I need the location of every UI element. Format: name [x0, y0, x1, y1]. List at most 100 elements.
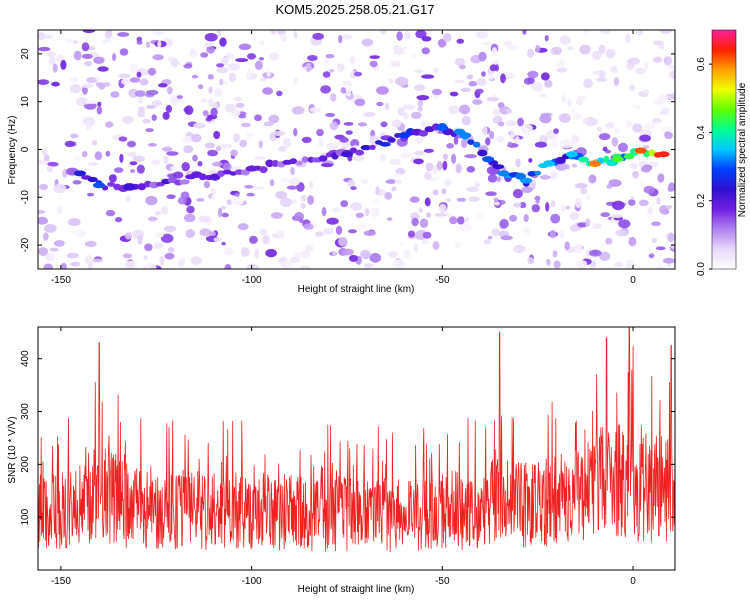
spectrogram-cell [520, 124, 533, 133]
spectrogram-cell [364, 263, 374, 268]
spectrogram-cell [596, 126, 603, 132]
spectrogram-cell [95, 82, 105, 87]
spectrogram-cell [577, 266, 587, 269]
spectrogram-cell [369, 252, 382, 263]
spectrogram-cell [663, 257, 675, 264]
spectrogram-cell [165, 104, 173, 113]
snr-x-axis-label: Height of straight line (km) [298, 584, 415, 595]
spectrogram-cell [376, 101, 384, 107]
spectrogram-x-tick-label: -50 [435, 275, 450, 286]
spectrogram-cell [474, 182, 481, 188]
spectrogram-cell [569, 212, 580, 221]
spectrogram-cell [130, 169, 136, 173]
spectrogram-cell [154, 232, 164, 238]
spectrogram-cell [166, 86, 173, 95]
spectrogram-cell [386, 217, 393, 221]
spectrogram-cell [332, 140, 343, 147]
snr-y-tick-label: 100 [20, 508, 31, 525]
spectrogram-cell [345, 87, 352, 97]
spectrogram-cell [213, 237, 222, 243]
spectrogram-cell [262, 234, 270, 245]
spectrogram-cell [339, 136, 349, 143]
spectrogram-cell [126, 151, 137, 157]
spectrogram-cell [200, 98, 209, 103]
spectrogram-cell [202, 110, 209, 117]
spectrogram-cell [203, 181, 210, 189]
spectrogram-cell [424, 197, 431, 207]
spectrogram-cell [522, 226, 532, 236]
spectrogram-cell [219, 37, 227, 47]
spectrogram-cell [458, 64, 466, 70]
spectrogram-cell [278, 261, 291, 266]
snr-panel: -150 -100 -50 0 100 200 300 400 Height of stra… [7, 326, 676, 595]
spectrogram-cell [550, 46, 563, 56]
spectrogram-cell [221, 205, 226, 210]
spectrogram-cell [60, 262, 67, 269]
spectrogram-cell [332, 251, 337, 256]
spectrogram-cell [475, 88, 484, 94]
spectrogram-cell [286, 185, 298, 190]
spectrogram-cell [436, 160, 443, 171]
spectrogram-cell [222, 162, 232, 171]
spectrogram-ridge-peak [398, 132, 411, 139]
spectrogram-ridge-cell [137, 183, 147, 191]
spectrogram-cell [512, 188, 523, 199]
spectrogram-cell [493, 197, 499, 202]
spectrogram-cell [625, 33, 631, 43]
spectrogram-cell [198, 84, 204, 90]
spectrogram-cell [276, 90, 283, 97]
spectrogram-cell [95, 75, 101, 82]
spectrogram-cell [84, 255, 93, 265]
spectrogram-cell [309, 107, 321, 113]
spectrogram-cell [403, 112, 409, 120]
spectrogram-cell [393, 48, 405, 56]
spectrogram-ridge-cell [555, 156, 566, 164]
spectrogram-cell [152, 54, 164, 61]
spectrogram-cell [143, 255, 148, 260]
spectrogram-cell [207, 149, 219, 157]
spectrogram-cell [556, 67, 568, 73]
spectrogram-cell [91, 140, 98, 146]
spectrogram-cell [266, 69, 271, 77]
spectrogram-cell [263, 121, 274, 127]
colorbar-label: Normalized spectral amplitude [737, 82, 748, 217]
spectrogram-cell [221, 241, 226, 246]
snr-x-tick-label: -50 [435, 576, 450, 587]
spectrogram-ridge-cell [387, 137, 396, 143]
spectrogram-cell [460, 223, 472, 232]
spectrogram-ridge-cell [87, 176, 98, 183]
spectrogram-ridge-cell [179, 179, 190, 185]
spectrogram-cell [576, 95, 588, 102]
spectrogram-cell [572, 113, 583, 121]
spectrogram-cell [166, 194, 176, 199]
spectrogram-cell [530, 82, 544, 92]
spectrogram-cell [127, 140, 136, 148]
spectrogram-cell [118, 136, 128, 142]
spectrogram-cell [639, 178, 645, 187]
spectrogram-cell [639, 134, 651, 142]
spectrogram-cell [441, 188, 447, 195]
spectrogram-ridge-cell [107, 181, 116, 187]
spectrogram-cell [431, 88, 443, 96]
snr-x-tick-label: -150 [51, 576, 71, 587]
spectrogram-cell [53, 183, 67, 194]
spectrogram-cell [38, 79, 50, 85]
spectrogram-cell [585, 218, 591, 227]
spectrogram-cell [416, 95, 430, 101]
spectrogram-cell [388, 250, 398, 258]
spectrogram-cell [481, 71, 486, 77]
spectrogram-cell [388, 78, 393, 85]
spectrogram-cell [565, 205, 571, 210]
spectrogram-cell [420, 120, 429, 128]
spectrogram-cell [414, 69, 424, 74]
spectrogram-cell [338, 236, 348, 247]
spectrogram-ridge-peak [459, 132, 472, 139]
spectrogram-cell [636, 30, 644, 36]
spectrogram-cell [207, 74, 214, 80]
spectrogram-cell [203, 42, 212, 48]
spectrogram-cell [363, 111, 376, 118]
spectrogram-cell [110, 91, 120, 98]
spectrogram-cell [632, 170, 639, 179]
spectrogram-cell [600, 212, 611, 218]
spectrogram-cell [136, 71, 142, 78]
